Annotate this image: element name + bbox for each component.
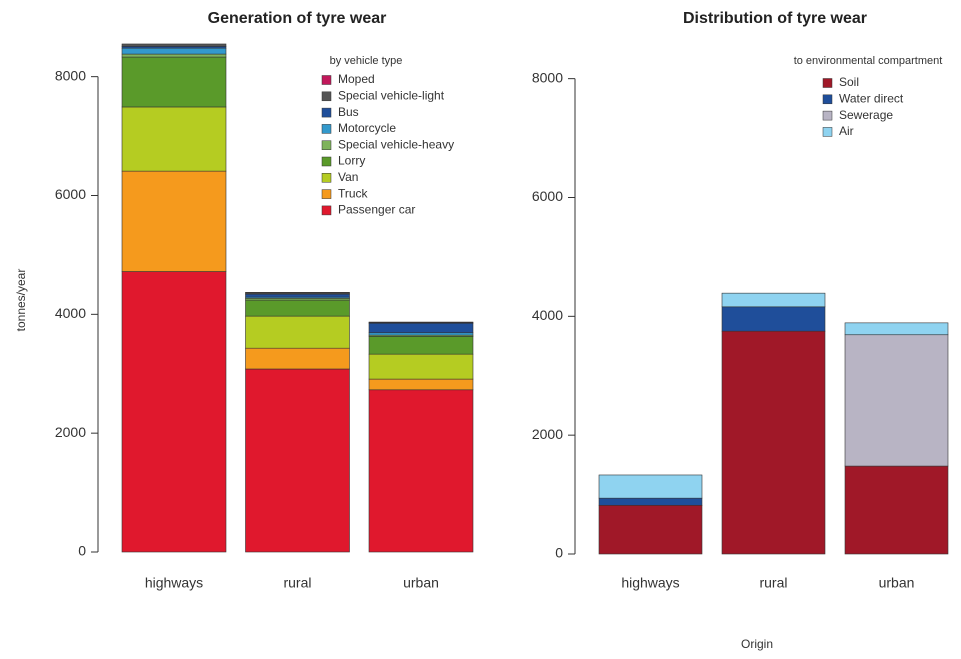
y-tick-label: 0 (555, 545, 563, 561)
bar-segment (721, 292, 826, 308)
y-tick-label: 2000 (532, 426, 563, 442)
bar-segment (121, 56, 227, 108)
bar-segment (368, 389, 474, 553)
y-tick-label: 2000 (55, 424, 86, 440)
bar-segment (121, 43, 227, 47)
y-tick-label: 4000 (532, 307, 563, 323)
bar-segment (121, 170, 227, 272)
legend-swatch (321, 140, 332, 150)
y-axis-label: tonnes/year (14, 269, 28, 332)
y-tick-label: 8000 (532, 69, 563, 85)
legend-swatch (321, 75, 332, 85)
y-tick-label: 4000 (55, 305, 86, 321)
chart-title: Distribution of tyre wear (683, 10, 867, 27)
x-tick-label: urban (879, 575, 915, 591)
bar-segment (598, 504, 703, 555)
bar-segment (368, 336, 474, 355)
legend-swatch (822, 127, 833, 137)
bar-segment (245, 293, 350, 298)
bar-segment (368, 332, 474, 336)
bar-segment (844, 334, 949, 467)
legend-title: by vehicle type (330, 55, 403, 67)
legend-swatch (321, 91, 332, 102)
bar-segment (598, 497, 703, 506)
legend-swatch (822, 110, 833, 121)
bar-segment (721, 330, 826, 555)
legend-label: Special vehicle-light (338, 88, 445, 102)
x-tick-label: urban (403, 575, 439, 591)
bar-segment (245, 292, 350, 294)
legend-label: Moped (338, 72, 375, 86)
legend-swatch (822, 78, 833, 88)
legend-label: Special vehicle-heavy (338, 137, 454, 151)
bar-segment (368, 378, 474, 391)
legend-label: Water direct (839, 91, 904, 105)
bar-segment (368, 321, 474, 323)
legend-label: Sewerage (839, 108, 893, 122)
x-tick-label: highways (145, 575, 203, 591)
bar-segment (368, 353, 474, 380)
legend-swatch (321, 173, 332, 183)
bar-segment (245, 368, 350, 553)
bar-segment (245, 347, 350, 370)
chart-title: Generation of tyre wear (208, 10, 387, 27)
bar-segment (844, 322, 949, 336)
bar-segment (721, 306, 826, 332)
bar-segment (121, 47, 227, 55)
legend-label: Bus (338, 105, 359, 119)
bar-segment (245, 315, 350, 349)
bar-segment (121, 271, 227, 553)
legend-swatch (321, 124, 332, 134)
bar-segment (121, 106, 227, 172)
legend-swatch (321, 189, 332, 199)
legend-swatch (321, 205, 332, 216)
legend-label: Van (338, 170, 358, 184)
x-axis-label: Origin (741, 637, 773, 651)
legend-swatch (321, 156, 332, 167)
bar-segment (368, 322, 474, 334)
legend-label: Truck (338, 186, 369, 200)
bar-segment (598, 474, 703, 499)
y-tick-label: 6000 (532, 188, 563, 204)
legend-title: to environmental compartment (794, 55, 943, 67)
legend-swatch (822, 94, 833, 105)
legend-label: Passenger car (338, 203, 415, 217)
x-tick-label: rural (283, 575, 311, 591)
legend-label: Lorry (338, 154, 365, 168)
bar-segment (121, 53, 227, 58)
legend-swatch (321, 107, 332, 118)
y-tick-label: 6000 (55, 186, 86, 202)
y-tick-label: 0 (78, 543, 86, 559)
legend-label: Soil (839, 75, 859, 89)
y-tick-label: 8000 (55, 67, 86, 83)
x-tick-label: rural (759, 575, 787, 591)
bar-segment (844, 465, 949, 555)
x-tick-label: highways (621, 575, 679, 591)
bar-segment (245, 299, 350, 317)
legend-label: Motorcycle (338, 121, 396, 135)
legend-label: Air (839, 124, 854, 138)
